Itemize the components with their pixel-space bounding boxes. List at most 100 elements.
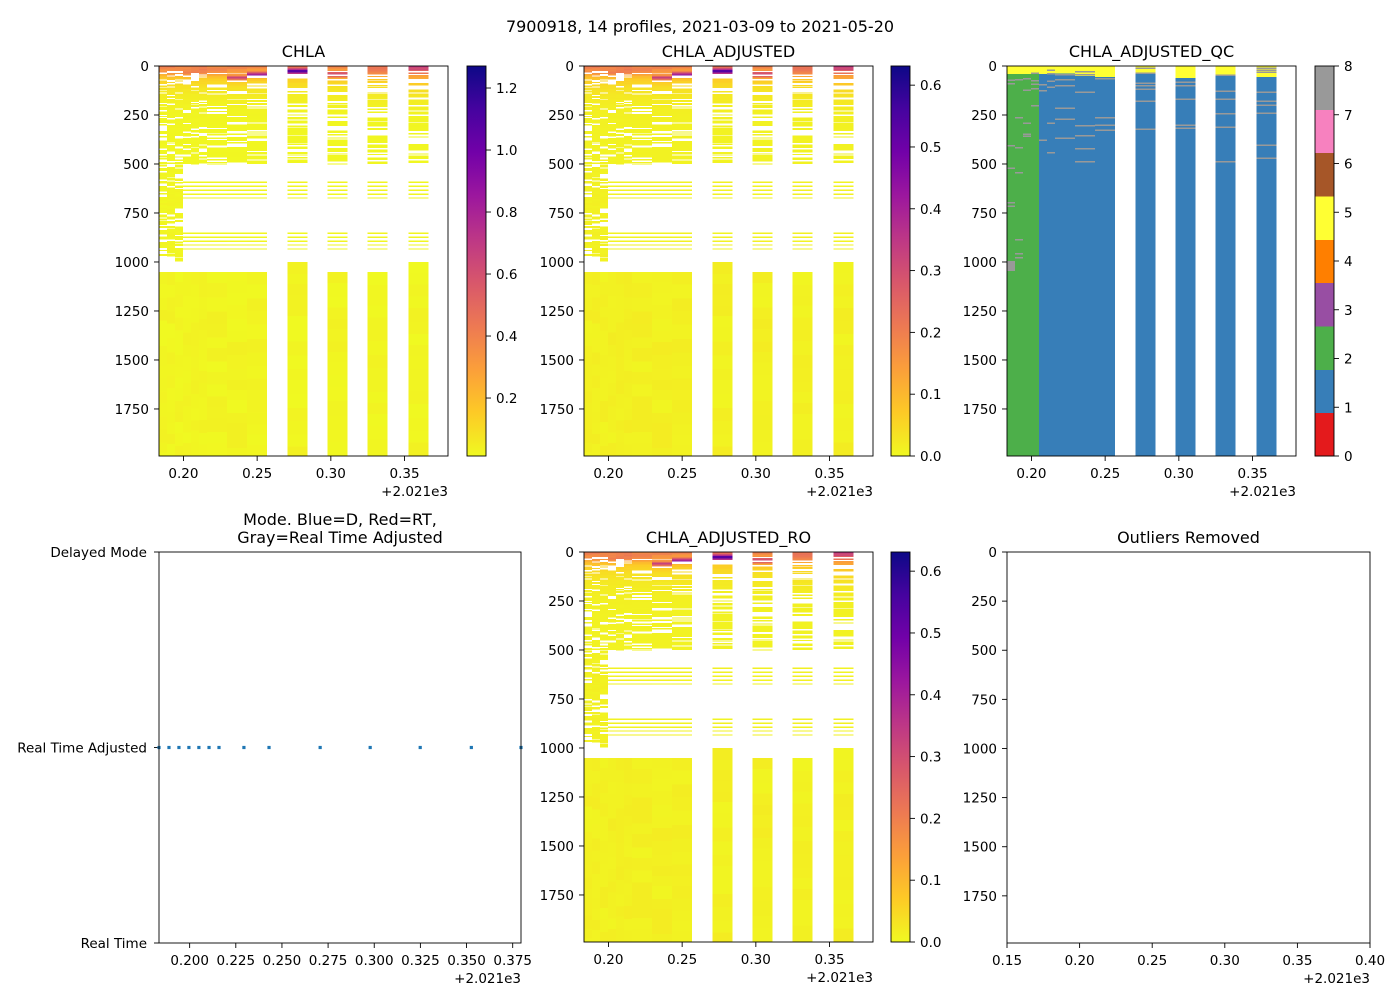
heatmap-cell (166, 233, 175, 235)
heatmap-cell (591, 364, 600, 376)
heatmap-cell (712, 576, 733, 579)
heatmap-cell (671, 111, 692, 113)
heatmap-cell (833, 671, 854, 673)
heatmap-cell (182, 185, 191, 187)
heatmap-cell (327, 105, 348, 107)
heatmap-cell (607, 185, 616, 187)
heatmap-cell (591, 652, 600, 654)
heatmap-cell (159, 297, 167, 311)
heatmap-cell (712, 596, 733, 599)
heatmap-cell (623, 97, 632, 100)
heatmap-cell (615, 609, 624, 611)
heatmap-cell (651, 114, 672, 117)
heatmap-cell (615, 646, 624, 648)
heatmap-cell (190, 236, 199, 238)
heatmap-cell (607, 591, 616, 594)
heatmap-cell (599, 919, 608, 932)
heatmap-cell (792, 624, 813, 626)
heatmap-cell (166, 89, 175, 92)
heatmap-cell (599, 241, 608, 243)
heatmap-cell (174, 89, 183, 91)
heatmap-cell (607, 432, 616, 444)
heatmap-cell (408, 244, 429, 246)
heatmap-cell (287, 82, 308, 84)
heatmap-cell (671, 586, 692, 588)
heatmap-cell (584, 283, 592, 298)
qc-cell-flag-8 (1046, 86, 1055, 88)
heatmap-cell (833, 157, 854, 159)
heatmap-cell (226, 75, 247, 77)
heatmap-cell (615, 553, 624, 555)
heatmap-cell (607, 560, 616, 562)
heatmap-cell (591, 423, 600, 434)
heatmap-cell (752, 627, 773, 629)
heatmap-cell (408, 83, 429, 85)
heatmap-cell (599, 727, 608, 729)
heatmap-cell (198, 121, 207, 124)
heatmap-cell (631, 125, 652, 128)
heatmap-cell (198, 130, 207, 132)
heatmap-cell (174, 197, 183, 199)
heatmap-cell (584, 587, 592, 589)
qc-cell-flag-8 (1256, 157, 1277, 159)
heatmap-cell (591, 66, 600, 68)
heatmap-cell (599, 728, 608, 730)
heatmap-cell (671, 352, 692, 366)
heatmap-cell (833, 99, 854, 102)
heatmap-cell (792, 86, 813, 89)
heatmap-cell (591, 113, 600, 115)
heatmap-cell (607, 581, 616, 584)
heatmap-cell (623, 604, 632, 607)
heatmap-cell (246, 135, 267, 137)
heatmap-cell (599, 119, 608, 121)
heatmap-cell (833, 106, 854, 109)
heatmap-cell (166, 235, 175, 238)
heatmap-cell (591, 919, 600, 931)
colorbar-tick-label: 0.2 (920, 325, 941, 341)
heatmap-cell (287, 131, 308, 133)
heatmap-cell (607, 240, 616, 242)
heatmap-cell (584, 553, 592, 556)
heatmap-cell (584, 902, 592, 916)
heatmap-cell (623, 726, 632, 728)
heatmap-cell (166, 247, 175, 249)
heatmap-cell (599, 186, 608, 188)
y-tick-label: 750 (123, 206, 149, 222)
heatmap-cell (584, 76, 592, 78)
heatmap-cell (166, 211, 175, 213)
heatmap-cell (671, 639, 692, 641)
heatmap-cell (166, 253, 175, 256)
heatmap-cell (166, 233, 175, 236)
heatmap-cell (833, 589, 854, 591)
x-tick-label: 0.30 (1210, 953, 1240, 969)
heatmap-cell (182, 121, 191, 123)
qc-cell-flag-8 (1256, 69, 1277, 72)
heatmap-cell (607, 67, 616, 69)
heatmap-cell (712, 813, 733, 828)
heatmap-cell (591, 770, 600, 784)
heatmap-cell (367, 271, 388, 285)
heatmap-cell (198, 95, 207, 98)
heatmap-cell (615, 127, 624, 129)
heatmap-cell (631, 634, 652, 636)
heatmap-cell (752, 158, 773, 160)
heatmap-cell (599, 129, 608, 132)
heatmap-cell (287, 132, 308, 135)
heatmap-cell (671, 597, 692, 599)
heatmap-cell (712, 240, 733, 242)
heatmap-cell (408, 122, 429, 125)
heatmap-cell (584, 416, 592, 430)
heatmap-cell (584, 806, 592, 819)
heatmap-cell (752, 617, 773, 619)
heatmap-cell (584, 587, 592, 589)
heatmap-cell (623, 575, 632, 577)
heatmap-cell (631, 640, 652, 642)
heatmap-cell (408, 67, 429, 70)
heatmap-cell (206, 121, 227, 123)
heatmap-cell (246, 88, 267, 90)
heatmap-cell (631, 119, 652, 121)
heatmap-cell (159, 190, 167, 192)
heatmap-cell (833, 679, 854, 681)
colorbar-tick-label: 5 (1344, 205, 1353, 221)
heatmap-cell (166, 97, 175, 99)
